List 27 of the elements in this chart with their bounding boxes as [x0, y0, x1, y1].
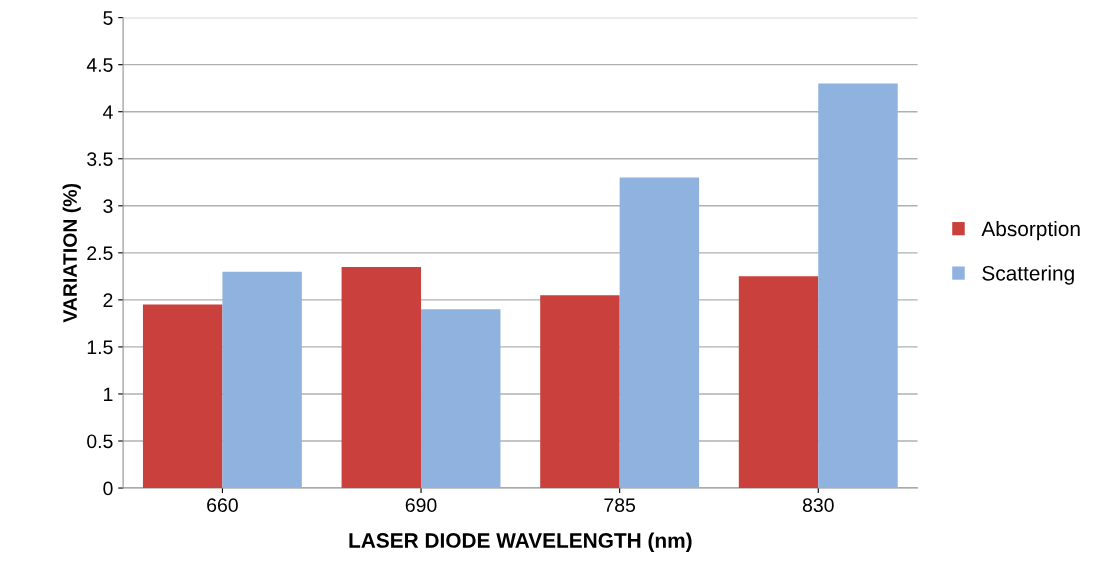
- y-tick-label: 3.5: [87, 152, 113, 166]
- legend-label: Scattering: [982, 265, 1074, 285]
- y-tick-label: 4.5: [86, 58, 113, 72]
- x-tick-label: 785: [604, 498, 636, 513]
- x-axis-title: LASER DIODE WAVELENGTH (nm): [349, 532, 692, 552]
- x-tick-label: 660: [207, 498, 238, 513]
- y-tick-label: 4: [103, 105, 113, 119]
- x-tick-label: 830: [802, 498, 834, 513]
- bar: [818, 83, 898, 489]
- y-tick-label: 1.5: [87, 340, 113, 355]
- y-tick-label: 5: [103, 11, 113, 25]
- y-tick-label: 2: [103, 293, 113, 307]
- bar: [222, 271, 302, 489]
- bar: [341, 266, 422, 489]
- legend-label: Absorption: [981, 220, 1080, 241]
- bar: [142, 304, 223, 489]
- bar: [619, 177, 700, 489]
- bar: [421, 309, 501, 489]
- y-axis-title: VARIATION (%): [62, 183, 81, 323]
- y-tick-label: 0: [103, 481, 113, 496]
- y-tick-label: 0.5: [87, 434, 113, 449]
- y-tick-label: 3: [103, 199, 113, 214]
- bar: [540, 295, 620, 489]
- x-tick-label: 690: [405, 498, 437, 513]
- y-tick-label: 1: [104, 387, 113, 402]
- y-tick-label: 2.5: [87, 246, 113, 261]
- bar: [738, 276, 819, 489]
